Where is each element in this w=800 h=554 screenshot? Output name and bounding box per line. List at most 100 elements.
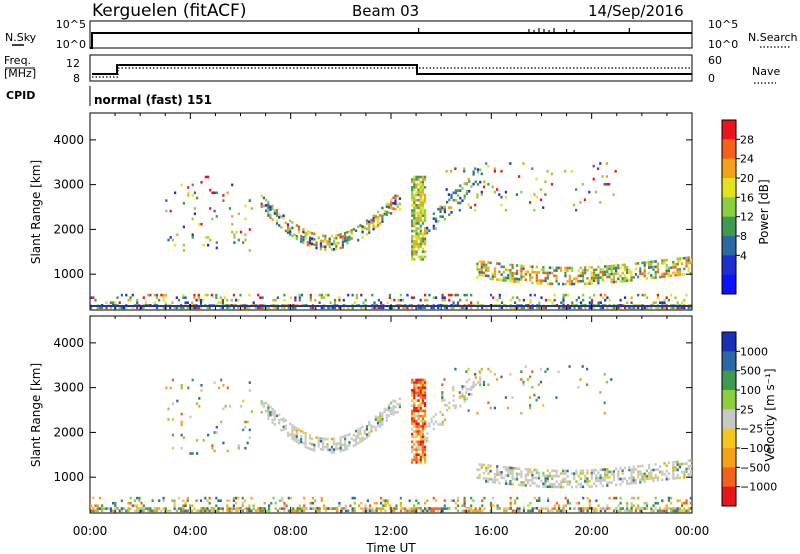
scatter-cell xyxy=(284,221,287,225)
scatter-cell xyxy=(339,233,342,236)
scatter-cell xyxy=(630,273,633,277)
scatter-cell xyxy=(659,507,662,510)
scatter-cell xyxy=(626,268,629,272)
scatter-cell xyxy=(500,301,504,304)
scatter-cell xyxy=(120,499,123,502)
scatter-cell xyxy=(681,470,684,474)
scatter-cell xyxy=(489,370,492,373)
scatter-cell xyxy=(193,191,196,195)
scatter-cell xyxy=(228,405,232,408)
scatter-cell xyxy=(101,507,104,510)
scatter-cell xyxy=(381,415,384,418)
colorbar-tick-label: −100 xyxy=(740,442,770,455)
scatter-cell xyxy=(522,507,525,510)
scatter-cell xyxy=(504,474,508,477)
scatter-cell xyxy=(415,407,418,410)
scatter-cell xyxy=(198,405,201,408)
scatter-cell xyxy=(202,509,205,513)
scatter-cell xyxy=(424,419,427,423)
scatter-cell xyxy=(260,411,263,414)
scatter-cell xyxy=(672,260,675,264)
scatter-cell xyxy=(355,296,358,299)
scatter-cell xyxy=(562,469,565,473)
scatter-cell xyxy=(443,205,446,209)
scatter-cell xyxy=(209,238,212,242)
scatter-cell xyxy=(98,496,101,500)
scatter-cell xyxy=(421,448,424,451)
scatter-cell xyxy=(590,276,593,280)
scatter-cell xyxy=(450,211,453,214)
scatter-cell xyxy=(643,472,646,476)
scatter-cell xyxy=(472,383,475,386)
scatter-cell xyxy=(419,389,422,392)
scatter-cell xyxy=(458,391,461,394)
scatter-cell xyxy=(569,306,572,310)
scatter-cell xyxy=(626,266,629,269)
scatter-cell xyxy=(396,194,399,198)
scatter-cell xyxy=(347,306,350,310)
scatter-cell xyxy=(456,504,460,507)
scatter-cell xyxy=(413,216,416,220)
scatter-cell xyxy=(487,477,490,481)
scatter-cell xyxy=(158,507,161,510)
scatter-cell xyxy=(667,461,670,465)
scatter-cell xyxy=(465,370,468,373)
scatter-cell xyxy=(579,378,582,381)
scatter-cell xyxy=(448,507,451,510)
scatter-cell xyxy=(599,268,602,271)
scatter-cell xyxy=(447,206,450,209)
scatter-cell xyxy=(267,414,270,418)
scatter-cell xyxy=(311,242,314,246)
scatter-cell xyxy=(136,509,139,513)
scatter-cell xyxy=(439,507,442,510)
scatter-cell xyxy=(443,403,446,407)
scatter-cell xyxy=(272,306,275,310)
scatter-cell xyxy=(514,509,517,513)
scatter-cell xyxy=(557,475,560,478)
scatter-cell xyxy=(492,296,495,299)
scatter-cell xyxy=(366,509,369,513)
scatter-cell xyxy=(419,430,422,433)
scatter-cell xyxy=(476,276,479,279)
scatter-cell xyxy=(582,507,585,510)
scatter-cell xyxy=(493,473,497,476)
scatter-cell xyxy=(443,306,446,310)
scatter-cell xyxy=(515,472,519,476)
scatter-cell xyxy=(346,239,349,242)
scatter-cell xyxy=(281,507,284,510)
scatter-cell xyxy=(579,469,582,473)
scatter-cell xyxy=(415,445,418,449)
scatter-cell xyxy=(610,264,613,268)
scatter-cell xyxy=(324,445,327,449)
scatter-cell xyxy=(566,480,569,483)
scatter-cell xyxy=(568,274,571,278)
scatter-cell xyxy=(672,477,675,480)
scatter-cell xyxy=(376,424,380,427)
scatter-cell xyxy=(683,256,686,260)
scatter-cell xyxy=(588,501,591,505)
scatter-cell xyxy=(547,509,550,513)
scatter-cell xyxy=(211,217,214,221)
scatter-cell xyxy=(588,507,591,510)
scatter-cell xyxy=(687,464,690,468)
scatter-cell xyxy=(661,259,664,262)
scatter-cell xyxy=(452,301,455,304)
scatter-cell xyxy=(292,306,295,310)
scatter-cell xyxy=(147,507,150,510)
scatter-cell xyxy=(402,507,405,510)
scatter-cell xyxy=(362,507,365,510)
scatter-cell xyxy=(413,509,416,513)
scatter-cell xyxy=(387,206,391,209)
scatter-cell xyxy=(365,425,369,428)
scatter-cell xyxy=(232,496,235,500)
scatter-cell xyxy=(550,183,554,186)
scatter-cell xyxy=(687,467,690,471)
scatter-cell xyxy=(487,269,490,272)
scatter-cell xyxy=(610,470,613,473)
scatter-cell xyxy=(524,473,527,476)
scatter-cell xyxy=(659,275,662,279)
scatter-cell xyxy=(289,230,292,233)
scatter-cell xyxy=(419,204,422,207)
scatter-cell xyxy=(558,507,561,510)
scatter-cell xyxy=(320,293,323,297)
